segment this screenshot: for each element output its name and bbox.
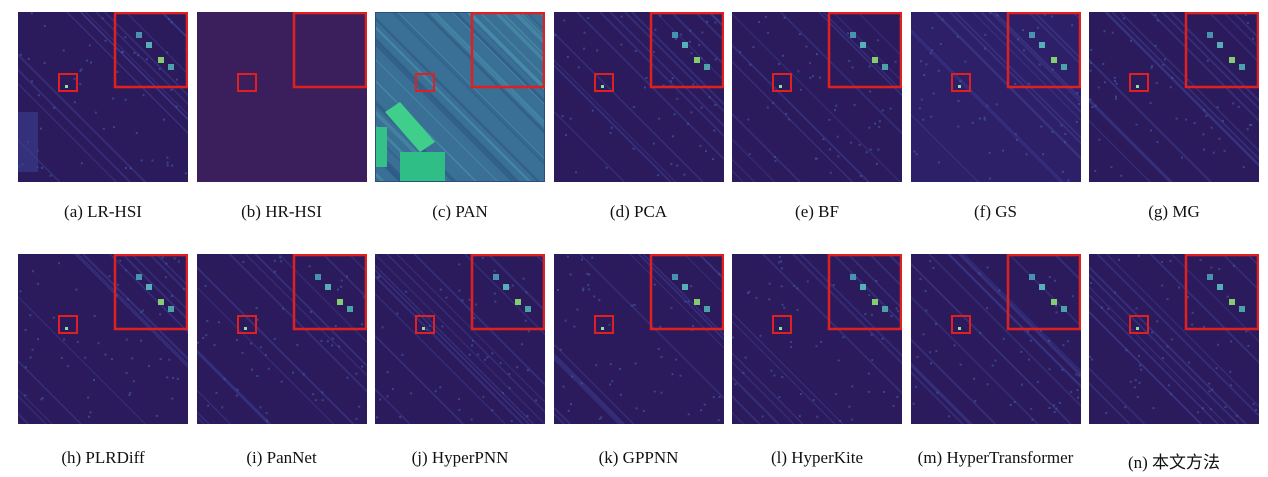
- caption: (e) BF: [795, 202, 839, 221]
- result-image: [1089, 12, 1259, 182]
- result-image: [553, 12, 724, 182]
- caption: (b) HR-HSI: [241, 202, 322, 221]
- caption: (h) PLRDiff: [61, 448, 145, 467]
- result-image: [910, 12, 1081, 182]
- result-image: [910, 254, 1081, 424]
- result-image: [196, 12, 367, 182]
- caption: (k) GPPNN: [598, 448, 679, 467]
- caption: (m) HyperTransformer: [917, 448, 1074, 467]
- caption: (d) PCA: [609, 202, 668, 221]
- result-image: [732, 254, 902, 424]
- result-image: [18, 12, 188, 182]
- result-image: [1089, 254, 1259, 424]
- result-image: [18, 254, 188, 424]
- caption: (f) GS: [974, 202, 1017, 221]
- caption: (a) LR-HSI: [64, 202, 142, 221]
- result-image: [375, 12, 545, 182]
- result-image: [553, 254, 724, 424]
- result-image: [196, 254, 367, 424]
- caption: (n) 本文方法: [1127, 453, 1221, 472]
- caption: (i) PanNet: [246, 448, 317, 467]
- caption: (l) HyperKite: [770, 448, 864, 467]
- caption: (j) HyperPNN: [411, 448, 509, 467]
- caption: (g) MG: [1148, 202, 1200, 221]
- caption: (c) PAN: [432, 202, 488, 221]
- result-image: [375, 254, 545, 424]
- result-image: [732, 12, 902, 182]
